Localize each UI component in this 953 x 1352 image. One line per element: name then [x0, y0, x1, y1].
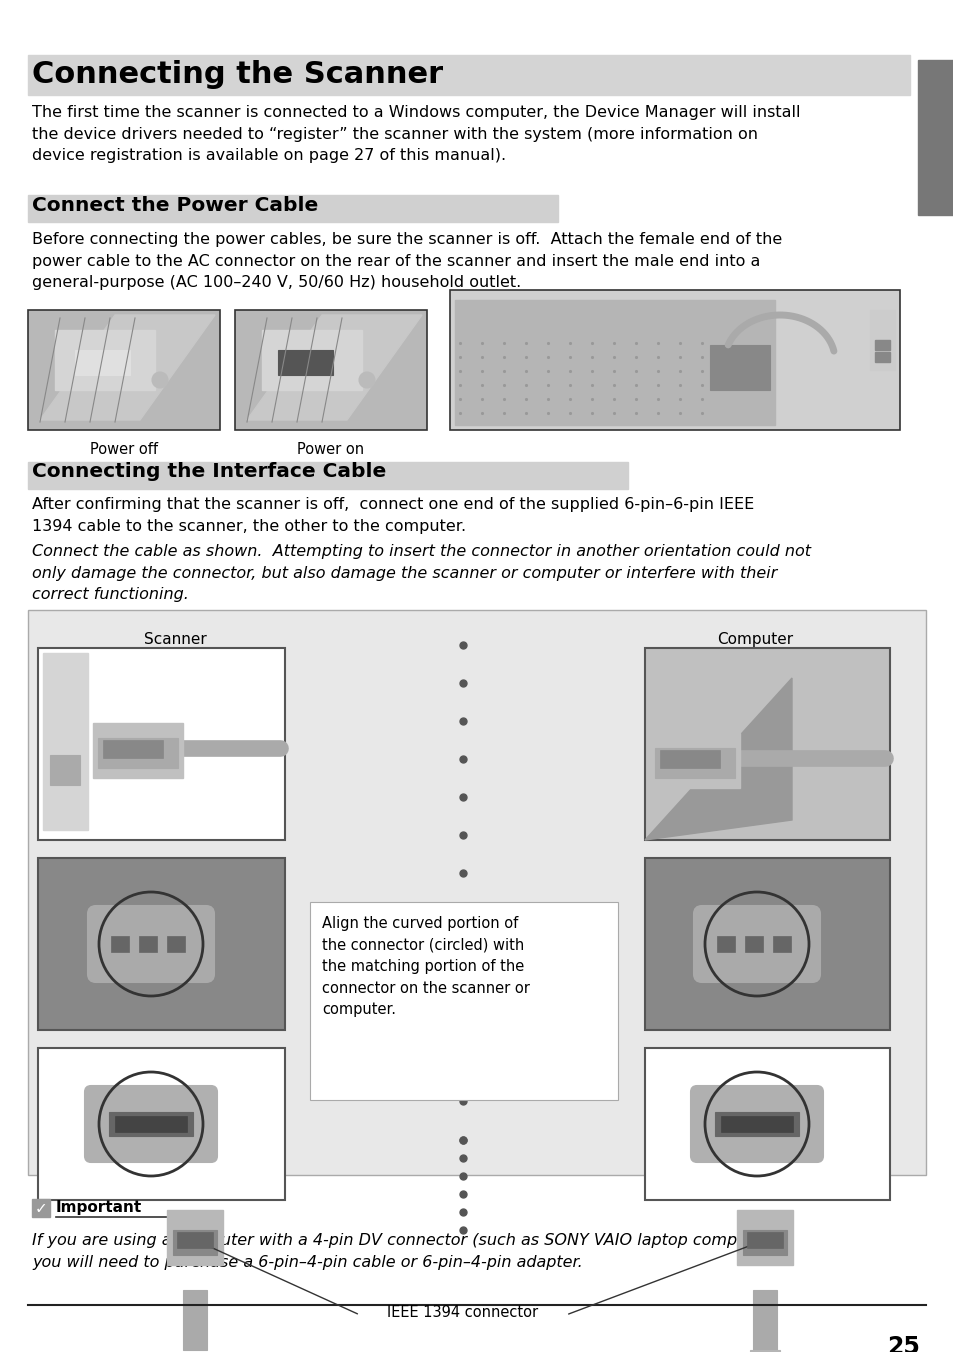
Bar: [310, 902, 618, 1101]
Bar: [717, 936, 734, 952]
Bar: [234, 310, 427, 430]
Text: Power off: Power off: [90, 442, 158, 457]
Bar: [28, 195, 558, 222]
Bar: [183, 1290, 207, 1351]
Bar: [43, 653, 88, 830]
Bar: [277, 350, 333, 375]
Bar: [38, 1048, 285, 1201]
Bar: [111, 936, 129, 952]
Bar: [139, 936, 157, 952]
FancyBboxPatch shape: [85, 1086, 216, 1161]
Bar: [92, 723, 183, 777]
Bar: [109, 1111, 193, 1136]
Bar: [720, 1115, 792, 1132]
Text: The first time the scanner is connected to a Windows computer, the Device Manage: The first time the scanner is connected …: [32, 105, 800, 164]
Bar: [737, 1210, 792, 1265]
Text: Power on: Power on: [297, 442, 364, 457]
Text: IEEE 1394 connector: IEEE 1394 connector: [387, 1305, 538, 1320]
Polygon shape: [40, 315, 214, 420]
Text: ✓: ✓: [34, 1201, 48, 1215]
Bar: [75, 350, 130, 375]
Bar: [98, 738, 178, 768]
Bar: [28, 55, 909, 95]
Text: If you are using a computer with a 4-pin DV connector (such as SONY VAIO laptop : If you are using a computer with a 4-pin…: [32, 1233, 789, 1270]
Text: Important: Important: [56, 1201, 142, 1215]
Text: 25: 25: [886, 1334, 919, 1352]
Bar: [874, 339, 889, 350]
Text: Connecting the Interface Cable: Connecting the Interface Cable: [32, 462, 386, 481]
Bar: [262, 330, 361, 389]
Bar: [744, 936, 762, 952]
Bar: [103, 740, 163, 758]
Polygon shape: [644, 677, 791, 840]
Circle shape: [358, 372, 375, 388]
Text: Connect the Power Cable: Connect the Power Cable: [32, 196, 318, 215]
FancyBboxPatch shape: [88, 906, 213, 982]
Text: Connecting the Scanner: Connecting the Scanner: [32, 59, 442, 89]
FancyBboxPatch shape: [690, 1086, 822, 1161]
Text: Before connecting the power cables, be sure the scanner is off.  Attach the fema: Before connecting the power cables, be s…: [32, 233, 781, 291]
Bar: [655, 748, 734, 777]
Bar: [874, 352, 889, 362]
Bar: [38, 859, 285, 1030]
Bar: [50, 754, 80, 786]
Bar: [28, 310, 220, 430]
Bar: [869, 310, 894, 370]
Bar: [772, 936, 790, 952]
Circle shape: [152, 372, 168, 388]
Bar: [659, 750, 720, 768]
FancyBboxPatch shape: [693, 906, 820, 982]
Bar: [649, 733, 740, 788]
Bar: [55, 330, 154, 389]
Bar: [32, 1199, 50, 1217]
Text: After confirming that the scanner is off,  connect one end of the supplied 6-pin: After confirming that the scanner is off…: [32, 498, 754, 534]
Bar: [709, 345, 769, 389]
Bar: [644, 1048, 889, 1201]
Bar: [167, 1210, 223, 1265]
Text: Computer: Computer: [717, 631, 792, 648]
Text: Scanner: Scanner: [144, 631, 206, 648]
Bar: [749, 1351, 780, 1352]
Bar: [172, 1230, 216, 1255]
Bar: [752, 1290, 776, 1351]
Bar: [167, 936, 185, 952]
Bar: [38, 648, 285, 840]
Bar: [450, 289, 899, 430]
Bar: [115, 1115, 187, 1132]
Bar: [644, 648, 889, 840]
Polygon shape: [247, 315, 421, 420]
Bar: [177, 1232, 213, 1248]
Text: Align the curved portion of
the connector (circled) with
the matching portion of: Align the curved portion of the connecto…: [322, 917, 529, 1018]
Bar: [917, 59, 953, 215]
Text: Connect the cable as shown.  Attempting to insert the connector in another orien: Connect the cable as shown. Attempting t…: [32, 544, 810, 602]
Bar: [742, 1230, 786, 1255]
Bar: [455, 300, 774, 425]
Bar: [746, 1232, 782, 1248]
Bar: [714, 1111, 799, 1136]
Bar: [644, 859, 889, 1030]
Bar: [28, 610, 925, 1175]
Bar: [28, 462, 627, 489]
